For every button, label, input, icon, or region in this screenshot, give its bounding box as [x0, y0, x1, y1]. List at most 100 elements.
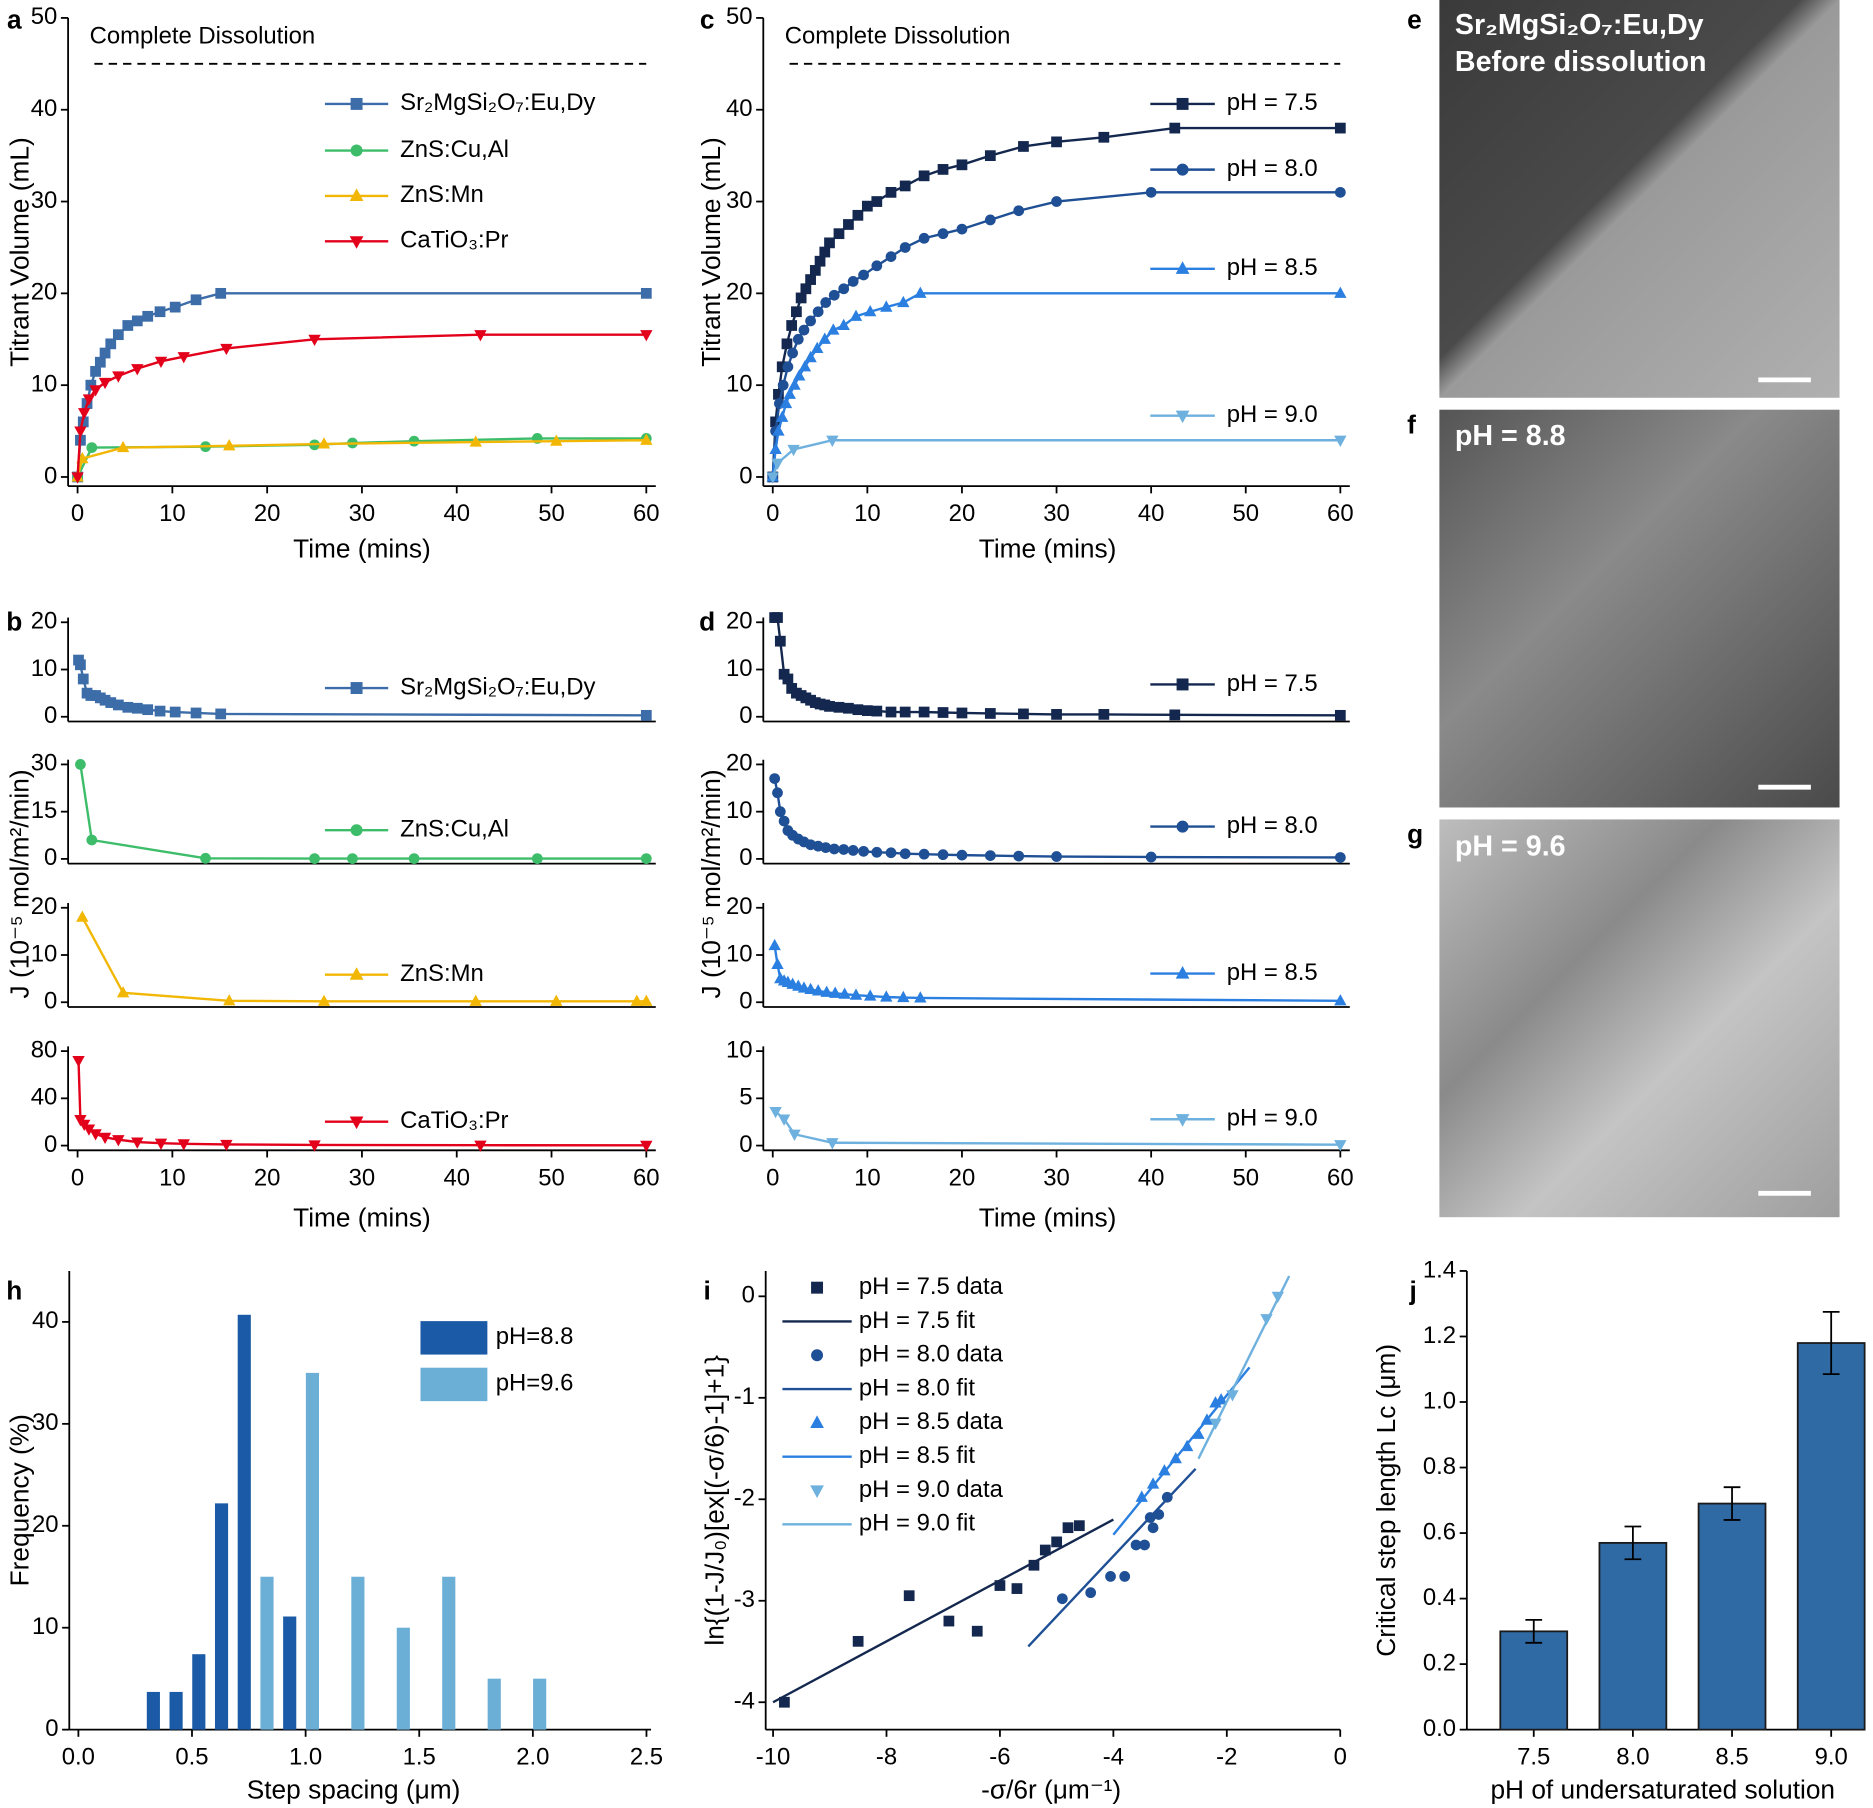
- data-point: [1013, 205, 1025, 217]
- y-tick-label: 40: [32, 1307, 59, 1334]
- data-point: [630, 994, 644, 1006]
- legend-label: pH = 8.5 data: [859, 1408, 1004, 1435]
- legend-label: ZnS:Cu,Al: [400, 815, 509, 842]
- data-point: [885, 706, 897, 718]
- bar: [533, 1678, 547, 1730]
- data-point: [768, 938, 781, 951]
- data-point: [1334, 122, 1346, 134]
- data-point: [811, 341, 824, 354]
- data-point: [408, 853, 420, 864]
- y-tick-label: 20: [31, 279, 58, 306]
- data-point: [864, 304, 877, 317]
- y-axis-label: J (10⁻⁵ mol/m²/min): [696, 769, 726, 998]
- x-tick-label: 60: [1327, 500, 1354, 527]
- x-tick-label: -10: [756, 1744, 791, 1771]
- data-point: [308, 334, 321, 346]
- y-tick-label: 40: [31, 1084, 58, 1111]
- x-tick-label: 0: [766, 1164, 779, 1191]
- data-point: [640, 330, 653, 342]
- data-point: [899, 242, 911, 253]
- data-point: [99, 347, 111, 359]
- data-point: [82, 394, 96, 406]
- bar: [487, 1678, 501, 1730]
- y-tick-label: 10: [726, 1036, 753, 1063]
- x-tick-label: 8.5: [1715, 1744, 1748, 1771]
- data-point: [826, 435, 839, 447]
- data-point: [771, 458, 784, 470]
- data-point: [984, 214, 996, 226]
- y-tick-label: 1.4: [1423, 1256, 1456, 1283]
- data-point: [798, 360, 812, 372]
- data-point: [1051, 196, 1062, 207]
- series-line: [76, 333, 647, 478]
- data-point: [1073, 1520, 1085, 1532]
- micrograph-e: e Sr₂MgSi₂O₇:Eu,Dy Before dissolution: [1407, 0, 1840, 398]
- legend-label: pH=8.8: [496, 1323, 574, 1350]
- data-point: [1145, 851, 1157, 863]
- y-tick-label: 20: [726, 750, 753, 777]
- data-point: [769, 773, 781, 784]
- data-point: [1051, 136, 1062, 148]
- data-point: [1028, 1559, 1040, 1571]
- image: [1439, 819, 1840, 1218]
- data-point: [142, 310, 154, 322]
- data-point: [1146, 1477, 1160, 1489]
- bar: [442, 1576, 456, 1730]
- legend-swatch: [420, 1321, 488, 1355]
- legend-marker: [810, 1415, 824, 1428]
- data-point: [774, 806, 786, 818]
- x-tick-label: 0.5: [175, 1744, 208, 1771]
- data-point: [1169, 122, 1181, 134]
- data-point: [805, 274, 816, 285]
- data-point: [116, 440, 130, 453]
- data-point: [956, 223, 968, 235]
- y-tick-label: 0: [44, 844, 57, 871]
- data-point: [131, 315, 143, 327]
- x-tick-label: 0.0: [62, 1744, 95, 1771]
- data-point: [766, 472, 779, 484]
- panel-letter: i: [703, 1275, 710, 1305]
- y-tick-label: 0.4: [1423, 1584, 1456, 1611]
- x-tick-label: 30: [1043, 1164, 1070, 1191]
- x-axis-label: Time (mins): [293, 534, 431, 564]
- y-tick-label: 50: [31, 3, 58, 30]
- y-tick-label: 50: [726, 3, 753, 30]
- data-point: [798, 324, 810, 336]
- legend-label: ZnS:Mn: [400, 960, 484, 987]
- data-point: [804, 350, 817, 363]
- data-point: [782, 673, 794, 685]
- series-line: [774, 616, 1341, 717]
- y-tick-label: 20: [31, 608, 58, 635]
- data-point: [885, 186, 897, 198]
- y-tick-label: 15: [31, 797, 58, 824]
- data-point: [903, 1590, 915, 1602]
- data-point: [640, 853, 652, 864]
- y-tick-label: 30: [31, 187, 58, 214]
- data-point: [112, 1135, 125, 1147]
- data-point: [786, 320, 798, 331]
- legend-marker: [349, 236, 364, 249]
- y-tick-label: 5: [739, 1084, 752, 1111]
- data-point: [74, 426, 87, 438]
- data-point: [828, 843, 840, 855]
- panel-letter: b: [6, 606, 22, 636]
- legend-label: pH = 8.5 fit: [859, 1442, 975, 1469]
- data-point: [76, 910, 89, 922]
- x-tick-label: 40: [443, 500, 470, 527]
- legend-label: pH = 8.5: [1227, 959, 1318, 986]
- data-point: [1334, 435, 1347, 447]
- data-point: [956, 849, 968, 861]
- data-point: [811, 984, 825, 996]
- y-tick-label: 0: [739, 844, 752, 871]
- data-point: [112, 329, 124, 341]
- x-tick-label: 40: [443, 1164, 470, 1191]
- legend-marker: [1176, 97, 1189, 110]
- x-tick-label: 40: [1138, 500, 1165, 527]
- data-point: [770, 416, 781, 428]
- data-point: [837, 318, 850, 331]
- data-point: [826, 1138, 839, 1150]
- panel-letter: e: [1407, 4, 1422, 34]
- y-tick-label: 0: [44, 702, 57, 729]
- x-axis-label: Step spacing (μm): [247, 1775, 461, 1805]
